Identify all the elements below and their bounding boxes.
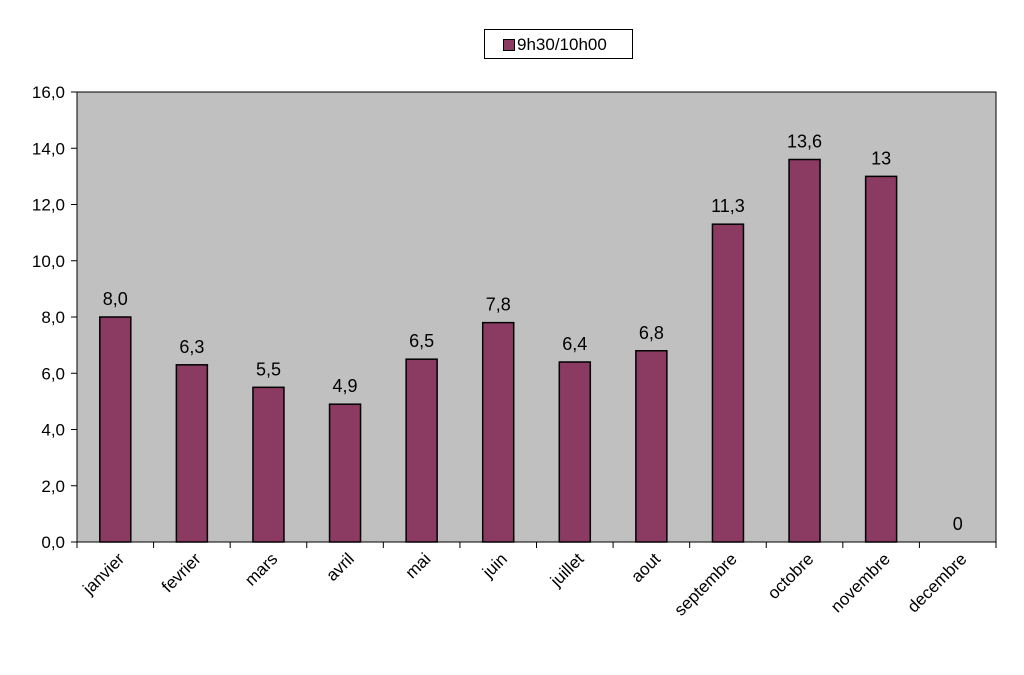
x-tick-label: fevrier — [158, 549, 205, 596]
y-tick-label: 14,0 — [32, 139, 65, 158]
data-label: 4,9 — [333, 376, 358, 396]
data-label: 6,5 — [409, 331, 434, 351]
bar — [405, 358, 438, 543]
bar — [99, 316, 132, 543]
bar — [252, 386, 285, 543]
bar — [328, 403, 362, 543]
data-label: 13,6 — [787, 132, 822, 152]
data-labels: 8,0 6,3 5,5 4,9 6,5 7,8 6,4 6,8 11,3 13,6 13 0 — [103, 132, 963, 535]
data-label: 8,0 — [103, 289, 128, 309]
plot-area — [76, 91, 997, 543]
data-label: 6,4 — [562, 334, 587, 354]
y-tick-label: 12,0 — [32, 196, 65, 215]
x-tick-label: janvier — [79, 549, 129, 599]
x-tick-label: septembre — [671, 549, 741, 619]
data-label: 11,3 — [711, 196, 745, 216]
legend-label: 9h30/10h00 — [517, 35, 607, 54]
x-tick-label: juin — [478, 549, 511, 582]
data-label: 7,8 — [486, 295, 511, 315]
y-tick-label: 4,0 — [41, 421, 65, 440]
x-tick-label: mai — [402, 549, 435, 582]
x-tick-label: avril — [322, 549, 357, 584]
bar — [175, 364, 209, 543]
x-tick-label: novembre — [827, 549, 894, 616]
bar — [481, 321, 515, 543]
x-tick-label: aout — [627, 549, 664, 586]
y-tick-label: 6,0 — [41, 364, 65, 383]
data-label: 5,5 — [256, 359, 281, 379]
data-label: 13 — [871, 148, 891, 168]
x-tick-label: octobre — [764, 549, 818, 603]
y-tick-label: 10,0 — [32, 252, 65, 271]
data-label: 0 — [953, 514, 963, 534]
bar — [864, 175, 898, 543]
bars — [99, 158, 898, 543]
bar — [711, 223, 745, 543]
y-tick-label: 16,0 — [32, 83, 65, 102]
legend: 9h30/10h00 — [484, 29, 633, 59]
bar — [788, 158, 821, 543]
data-label: 6,3 — [179, 337, 204, 357]
y-axis: 0,0 2,0 4,0 6,0 8,0 10,0 12,0 14,0 16,0 — [32, 83, 77, 552]
x-tick-label: juillet — [546, 549, 588, 591]
y-tick-label: 8,0 — [41, 308, 65, 327]
x-tick-label: mars — [241, 549, 281, 589]
y-tick-label: 2,0 — [41, 477, 65, 496]
bar — [558, 361, 592, 543]
bar — [635, 350, 668, 543]
legend-swatch — [503, 39, 515, 51]
x-tick-label: decembre — [904, 549, 971, 616]
x-axis: janvier fevrier mars avril mai juin juillet aou… — [76, 542, 997, 620]
data-label: 6,8 — [639, 323, 664, 343]
y-tick-label: 0,0 — [41, 533, 65, 552]
